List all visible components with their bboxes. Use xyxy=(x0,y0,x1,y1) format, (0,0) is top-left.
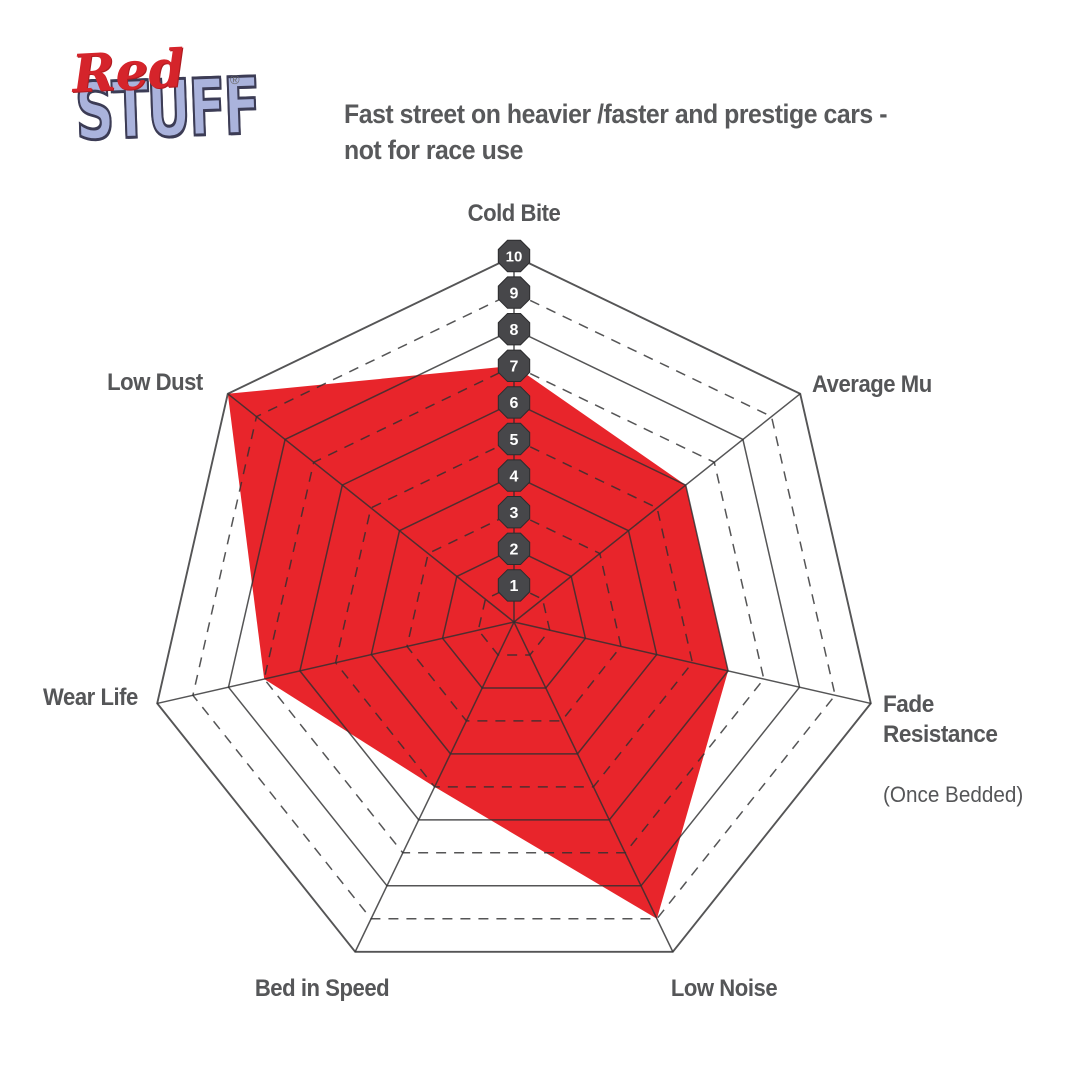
axis-label-average-mu: Average Mu xyxy=(812,371,932,398)
axis-line-5 xyxy=(157,621,515,705)
axis-line-1 xyxy=(513,393,801,623)
scale-badge-number: 3 xyxy=(510,505,519,522)
grid-ring-4 xyxy=(370,474,658,755)
axis-label-fade-resistance-main: Fade Resistance xyxy=(883,691,998,748)
axis-line-4 xyxy=(354,621,515,953)
scale-badge-3: 3 xyxy=(497,496,531,529)
scale-badge-number: 9 xyxy=(510,285,519,302)
scale-badge-6: 6 xyxy=(497,386,531,419)
scale-badge-number: 10 xyxy=(506,248,523,265)
redstuff-logo: Red STUFF ® xyxy=(68,38,261,193)
scale-badge-9: 9 xyxy=(497,276,531,309)
grid-ring-5 xyxy=(334,438,694,788)
scale-badge-shape xyxy=(497,422,531,456)
scale-badge-number: 6 xyxy=(510,395,519,412)
scale-badge-number: 5 xyxy=(510,432,519,449)
scale-badge-8: 8 xyxy=(497,313,531,346)
scale-badge-shape xyxy=(497,349,531,382)
scale-badge-5: 5 xyxy=(497,422,531,456)
scale-badge-shape xyxy=(497,276,531,309)
scale-badge-shape xyxy=(497,532,531,565)
scale-badge-number: 7 xyxy=(510,359,519,376)
scale-badge-4: 4 xyxy=(497,459,531,492)
scale-badge-shape xyxy=(497,496,531,529)
grid-ring-3 xyxy=(406,511,622,722)
scale-badge-number: 2 xyxy=(510,542,519,559)
grid-ring-10 xyxy=(156,254,872,953)
grid-ring-9 xyxy=(192,291,836,920)
axis-label-wear-life: Wear Life xyxy=(43,684,138,711)
grid-ring-2 xyxy=(441,547,587,689)
scale-badge-shape xyxy=(497,313,531,346)
axis-label-low-dust: Low Dust xyxy=(107,369,203,396)
axis-line-2 xyxy=(513,621,871,705)
grid-ring-7 xyxy=(263,364,765,854)
axis-line-3 xyxy=(513,621,674,953)
scale-badge-10: 10 xyxy=(497,239,531,273)
axis-label-cold-bite: Cold Bite xyxy=(467,200,561,227)
scale-badge-shape xyxy=(497,386,531,419)
scale-badge-shape xyxy=(497,569,531,602)
scale-badge-shape xyxy=(497,459,531,492)
scale-badge-number: 1 xyxy=(510,578,519,595)
grid-ring-6 xyxy=(299,401,729,821)
grid-ring-1 xyxy=(477,584,551,656)
scale-badge-2: 2 xyxy=(497,532,531,565)
axis-label-low-noise: Low Noise xyxy=(670,975,778,1002)
scale-badge-number: 4 xyxy=(510,468,519,485)
axis-label-once-bedded: (Once Bedded) xyxy=(883,782,1024,807)
scale-badge-number: 8 xyxy=(510,322,519,339)
series-polygon xyxy=(227,365,729,919)
grid-ring-8 xyxy=(227,328,801,887)
scale-badge-shape xyxy=(497,239,531,273)
scale-badge-1: 1 xyxy=(497,569,531,602)
axis-label-fade-resistance: Fade Resistance (Once Bedded) xyxy=(883,660,1023,840)
axis-label-bed-in-speed: Bed in Speed xyxy=(254,975,390,1002)
registered-trademark-icon: ® xyxy=(230,72,240,87)
axis-line-6 xyxy=(227,393,515,623)
scale-badge-7: 7 xyxy=(497,349,531,382)
chart-description-text: Fast street on heavier /faster and prest… xyxy=(344,99,888,165)
logo-red-text: Red xyxy=(70,38,187,105)
